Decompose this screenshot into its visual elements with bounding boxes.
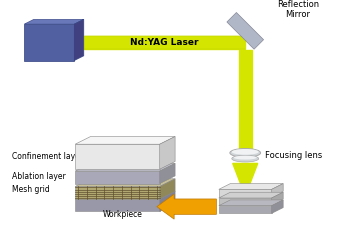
Polygon shape (160, 137, 175, 169)
Polygon shape (219, 192, 283, 198)
Bar (219, 189, 272, 197)
Polygon shape (75, 179, 175, 186)
Polygon shape (233, 164, 258, 188)
Polygon shape (160, 164, 175, 184)
Polygon shape (219, 200, 283, 206)
Text: Ablation layer: Ablation layer (12, 172, 66, 181)
Bar (75, 199, 160, 211)
Bar (24, 24, 74, 61)
Polygon shape (272, 200, 283, 213)
Bar (75, 171, 160, 184)
Polygon shape (74, 19, 84, 61)
Polygon shape (272, 184, 283, 197)
Polygon shape (75, 164, 175, 171)
Polygon shape (227, 13, 263, 49)
Ellipse shape (234, 156, 257, 160)
Text: Mesh grid: Mesh grid (12, 185, 50, 194)
Polygon shape (75, 191, 175, 199)
Text: Nd:YAG Laser: Nd:YAG Laser (130, 38, 199, 47)
Polygon shape (219, 184, 283, 189)
Bar (219, 198, 272, 205)
Text: Confinement layer: Confinement layer (12, 152, 83, 161)
Polygon shape (84, 36, 245, 49)
Text: Workpiece: Workpiece (102, 210, 142, 219)
Polygon shape (160, 191, 175, 211)
Text: Reflection
Mirror: Reflection Mirror (277, 0, 319, 20)
Ellipse shape (230, 148, 261, 157)
Bar (75, 186, 160, 199)
Polygon shape (24, 19, 84, 24)
Ellipse shape (232, 155, 259, 162)
Bar (219, 206, 272, 213)
Polygon shape (160, 179, 175, 199)
Polygon shape (75, 137, 175, 144)
Text: Focusing lens: Focusing lens (264, 151, 322, 160)
Polygon shape (239, 50, 252, 152)
Ellipse shape (232, 149, 259, 155)
FancyArrow shape (157, 194, 217, 219)
Polygon shape (272, 192, 283, 205)
Bar (75, 144, 160, 169)
